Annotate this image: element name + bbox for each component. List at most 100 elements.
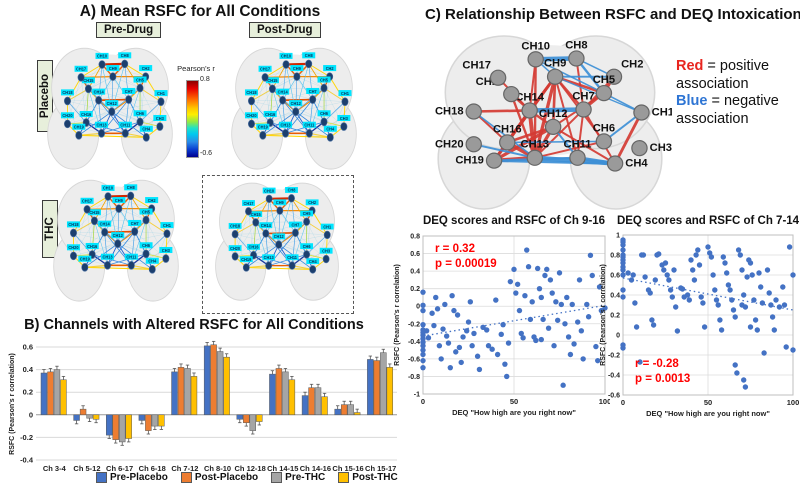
scatter-point xyxy=(440,326,446,332)
channel-label: CH16 xyxy=(249,244,259,249)
scatter-point xyxy=(749,272,755,278)
scatter-ylabel: RSFC (Pearson's r correlation) xyxy=(394,264,401,366)
bar xyxy=(380,352,387,416)
x-category-label: Ch 15-17 xyxy=(365,464,396,473)
scatter-point xyxy=(538,294,544,301)
scatter-point xyxy=(642,274,648,280)
channel-label-bg xyxy=(306,258,320,265)
connectivity-edge xyxy=(86,196,109,210)
scatter-point xyxy=(727,287,733,293)
scatter-point xyxy=(620,294,626,300)
channel-label: CH4 xyxy=(142,126,150,132)
channel-label-bg xyxy=(74,65,88,72)
connectivity-edge xyxy=(473,109,530,113)
scatter-point xyxy=(790,347,796,353)
scatter-point xyxy=(449,292,455,299)
scatter-point xyxy=(739,267,745,273)
scatter-point xyxy=(542,272,548,279)
channel-label-bg xyxy=(300,243,314,250)
channel-label-bg xyxy=(139,65,153,72)
x-category-label: Ch 15-16 xyxy=(332,464,363,473)
y-tick-label: -0.6 xyxy=(408,356,420,363)
channel-node xyxy=(90,216,98,226)
channel-label: CH7 xyxy=(292,222,300,227)
channel-label: CH17 xyxy=(462,60,491,72)
channel-label: CH3 xyxy=(156,115,164,121)
scatter-point xyxy=(431,322,437,329)
channel-label: CH16 xyxy=(87,243,98,249)
channel-node xyxy=(127,261,135,270)
y-tick-label: 0.4 xyxy=(410,269,420,276)
connectivity-edge xyxy=(235,244,279,257)
channel-label: CH19 xyxy=(80,256,91,262)
connectivity-edge xyxy=(493,125,554,163)
scatter-point xyxy=(771,327,777,333)
connectivity-edge xyxy=(295,111,344,127)
scatter-point xyxy=(667,287,674,293)
channel-node xyxy=(292,228,299,237)
connectivity-edge xyxy=(98,76,114,101)
channel-node xyxy=(121,59,129,69)
scatter-point xyxy=(476,366,483,373)
channel-label: CH7 xyxy=(125,88,133,94)
x-category-label: Ch 6-18 xyxy=(139,464,166,473)
y-tick-label: 0 xyxy=(416,304,420,311)
scatter-point xyxy=(715,302,721,308)
scatter-point xyxy=(744,274,750,280)
scatter-point xyxy=(445,340,452,346)
legend-label: Pre-Placebo xyxy=(110,472,168,483)
legend-item: Post-Placebo xyxy=(180,472,258,483)
channel-label: CH15 xyxy=(89,210,100,216)
bar xyxy=(145,414,152,431)
scatter-point xyxy=(569,301,575,308)
bar xyxy=(367,359,374,416)
connectivity-edge xyxy=(291,197,307,223)
connectivity-edge xyxy=(67,88,89,102)
channel-label-bg xyxy=(242,200,255,206)
scatter-point xyxy=(742,384,749,390)
bar xyxy=(171,371,178,416)
bar xyxy=(223,356,230,416)
bar xyxy=(158,414,165,427)
channel-label-bg xyxy=(317,76,331,83)
scatter-point xyxy=(485,343,492,349)
connectivity-edge xyxy=(111,111,160,127)
connectivity-edge xyxy=(282,76,298,101)
channel-label: CH17 xyxy=(260,66,271,72)
connectivity-edge xyxy=(235,234,269,266)
scatter-point xyxy=(420,364,426,371)
channel-label-bg xyxy=(285,187,298,193)
scatter-point xyxy=(732,314,738,320)
channel-node xyxy=(323,230,331,240)
connectivity-edge xyxy=(98,100,102,134)
channel-node xyxy=(148,265,156,274)
channel-label-bg xyxy=(259,222,273,229)
bar xyxy=(203,345,211,416)
connectivity-edge xyxy=(251,111,296,125)
scatter-point xyxy=(469,343,475,349)
channel-label: CH13 xyxy=(264,255,274,260)
channel-label-bg xyxy=(323,65,337,72)
scatter-point xyxy=(673,304,679,310)
y-tick-label: 0 xyxy=(616,333,620,340)
connectivity-edge xyxy=(125,132,147,138)
scatter-point xyxy=(520,335,526,341)
y-tick-label: -0.4 xyxy=(408,339,420,346)
channel-label: CH20 xyxy=(68,245,79,251)
y-tick-label: 0.2 xyxy=(23,388,33,397)
bar-chart: 0.6 0.4 0.2 0 -0.2 -0.4 RSFC (Pearson's r corr… xyxy=(9,340,397,473)
channel-label-bg xyxy=(106,65,120,72)
channel-label: CH10 xyxy=(281,53,292,59)
channel-node xyxy=(288,194,295,203)
channel-label-bg xyxy=(87,209,101,216)
connectivity-edge xyxy=(84,266,153,270)
channel-node xyxy=(503,85,520,103)
channel-label-bg xyxy=(290,65,304,72)
scatter-point xyxy=(533,337,539,344)
channel-label-bg xyxy=(112,197,126,204)
channel-node xyxy=(142,133,150,142)
channel-label-bg xyxy=(262,254,276,261)
scatter-point xyxy=(571,341,577,347)
channel-node xyxy=(156,122,164,131)
x-category-label: Ch 8-10 xyxy=(204,464,231,473)
